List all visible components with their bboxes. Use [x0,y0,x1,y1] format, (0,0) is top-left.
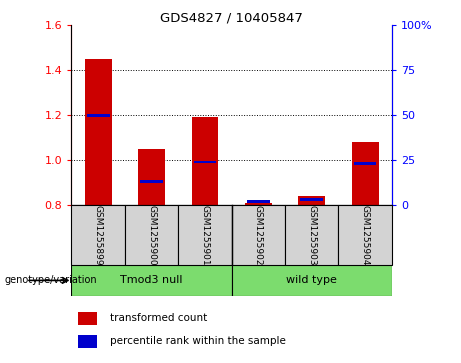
Text: GSM1255902: GSM1255902 [254,205,263,265]
FancyBboxPatch shape [285,205,338,265]
Bar [298,196,325,205]
FancyBboxPatch shape [178,205,231,265]
Bar [352,142,378,205]
FancyBboxPatch shape [125,205,178,265]
FancyBboxPatch shape [231,205,285,265]
FancyBboxPatch shape [338,205,392,265]
FancyBboxPatch shape [71,205,125,265]
Text: percentile rank within the sample: percentile rank within the sample [110,337,286,346]
Bar [194,160,216,163]
Text: GSM1255901: GSM1255901 [201,205,209,265]
Bar [138,149,165,205]
Bar [87,114,110,117]
Text: GSM1255900: GSM1255900 [147,205,156,265]
Bar [247,200,270,203]
Bar [192,118,219,205]
FancyBboxPatch shape [231,265,392,296]
Bar [85,59,112,205]
Bar [245,203,272,205]
Text: GSM1255904: GSM1255904 [361,205,370,265]
Bar [354,162,377,165]
Text: GSM1255903: GSM1255903 [307,205,316,265]
Text: wild type: wild type [286,276,337,285]
Text: GSM1255899: GSM1255899 [94,205,103,265]
Text: genotype/variation: genotype/variation [5,275,97,285]
Bar [78,335,97,348]
Bar [301,198,323,201]
Bar [140,180,163,183]
Title: GDS4827 / 10405847: GDS4827 / 10405847 [160,11,303,24]
FancyBboxPatch shape [71,265,231,296]
Text: Tmod3 null: Tmod3 null [120,276,183,285]
Text: transformed count: transformed count [110,313,207,323]
Bar [78,312,97,325]
